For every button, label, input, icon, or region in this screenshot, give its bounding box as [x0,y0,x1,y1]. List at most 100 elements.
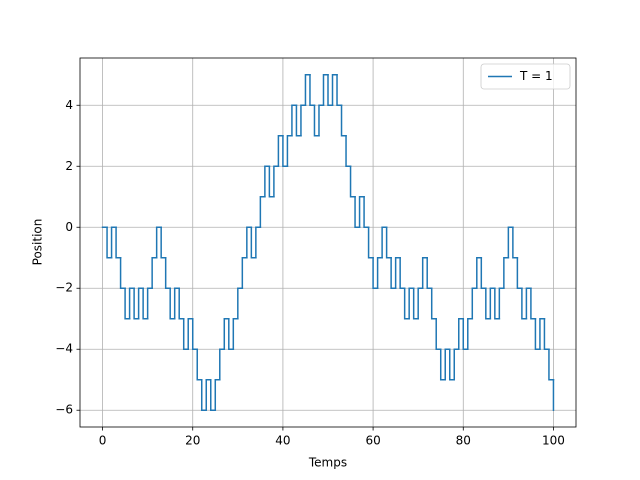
step-segment [228,317,235,350]
step-segment [521,287,528,320]
step-segment [155,226,162,259]
step-segment [494,287,501,320]
step-segment [304,74,311,107]
step-segment [403,287,410,320]
x-axis-label: Temps [308,456,347,470]
step-segment [534,317,541,350]
step-segment [439,348,446,381]
step-segment [182,317,189,350]
step-segment [219,348,226,381]
step-segment [322,74,329,107]
step-segment [237,287,244,320]
y-tick-label: −2 [55,281,73,295]
x-tick-label: 60 [365,434,380,448]
step-segment [210,378,217,411]
step-segment [331,74,338,107]
step-segment [417,287,424,320]
step-segment [124,287,131,320]
step-segment [200,378,208,411]
step-segment [480,256,487,289]
y-tick-label: 0 [65,220,73,234]
step-segment [543,317,550,350]
step-segment [421,256,428,289]
legend-box [480,63,571,90]
step-segment [467,317,474,350]
step-segment [146,287,153,320]
step-segment [444,348,451,381]
step-segment [282,135,289,168]
step-segment [412,287,419,320]
step-segment [462,317,469,350]
step-segment [507,226,514,259]
step-segment [372,256,379,289]
step-segment [376,256,383,289]
x-tick-label: 40 [275,434,290,448]
step-segment [151,256,158,289]
step-segment [300,104,307,137]
step-segment [453,348,460,381]
step-segment [232,317,239,350]
step-segment [530,287,537,320]
x-tick-label: 0 [99,434,107,448]
step-segment [255,226,262,259]
step-segment [512,226,519,259]
step-segment [336,74,343,107]
step-segment [394,256,401,289]
step-segment [318,104,325,137]
step-segment [187,317,194,350]
step-segment [426,256,433,289]
step-segment [548,348,555,381]
step-segment [363,196,370,229]
step-segment [223,317,230,350]
step-segment [196,348,203,381]
step-segment [367,226,374,259]
step-segment [295,104,302,137]
step-segment [106,226,113,259]
step-segment [458,317,465,350]
step-segment [525,287,532,320]
step-segment [516,256,523,289]
step-segment [250,226,257,259]
step-segment [137,287,144,320]
step-segment [354,196,361,229]
step-segment [385,226,392,259]
step-segment [273,165,280,198]
step-segment [291,104,298,137]
y-tick-label: −4 [55,342,73,356]
step-segment [119,256,126,289]
step-segment [246,226,253,259]
step-segment [408,287,415,320]
step-segment [448,348,456,381]
x-tick-label: 100 [542,434,565,448]
step-segment [205,378,212,411]
step-segment [259,196,266,229]
step-segment [268,165,275,198]
step-segment [115,226,122,259]
step-segment [313,104,320,137]
step-segment [476,256,483,289]
step-segment [173,287,180,320]
step-segment [241,256,248,289]
step-segment [191,317,198,350]
step-segment [345,135,352,168]
step-segment [489,287,496,320]
axes-frame [79,57,577,428]
step-segment [133,287,140,320]
step-segment [539,317,546,350]
step-segment [214,378,221,411]
step-segment [264,165,271,198]
step-segment [128,287,135,320]
step-segment [110,226,117,259]
step-segment [340,104,347,137]
step-segment [485,287,492,320]
x-tick-label: 80 [456,434,471,448]
step-segment [178,287,185,320]
step-segment [390,256,397,289]
step-segment [169,287,176,320]
step-segment [430,287,437,320]
step-segment [435,317,442,350]
step-segment [358,196,365,229]
x-tick-label: 20 [185,434,200,448]
step-segment [164,256,171,289]
